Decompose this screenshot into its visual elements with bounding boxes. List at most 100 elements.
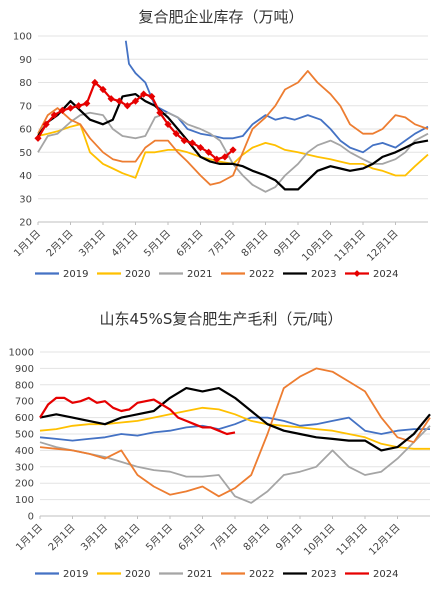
- legend-label: 2023: [311, 269, 336, 280]
- data-point-2024: [156, 109, 164, 117]
- y-tick-label: 100: [13, 32, 32, 43]
- x-tick-label: 6月1日: [176, 522, 208, 554]
- legend-label: 2024: [373, 269, 398, 280]
- legend-label: 2019: [63, 269, 88, 280]
- legend-label: 2021: [187, 269, 212, 280]
- legend-label: 2020: [125, 569, 150, 580]
- legend-label: 2019: [63, 569, 88, 580]
- data-point-2024: [205, 148, 213, 156]
- x-tick-label: 1月1日: [11, 228, 43, 260]
- inventory-chart: 复合肥企业库存（万吨） 20 30 40 50 60 70 80 90 100 1月1日 2月1日 3月…: [11, 8, 429, 280]
- legend-item-2020: 2020: [97, 269, 150, 280]
- data-point-2024: [131, 97, 140, 105]
- series-2019: [39, 416, 430, 442]
- y-tick-label: 20: [19, 218, 32, 229]
- legend-label: 2022: [249, 569, 274, 580]
- x-tick-label: 7月1日: [208, 522, 240, 554]
- x-tick-label: 9月1日: [271, 228, 303, 260]
- series-line-2023: [37, 92, 429, 191]
- y-tick-label: 500: [15, 430, 34, 441]
- legend-label: 2020: [125, 269, 150, 280]
- x-tick-label: 10月1日: [299, 228, 335, 264]
- x-tick-label: 4月1日: [111, 522, 143, 554]
- x-tick-label: 12月1日: [366, 522, 402, 558]
- series-2023: [39, 386, 431, 452]
- data-point-2024: [229, 146, 237, 154]
- x-tick-label: 3月1日: [78, 522, 110, 554]
- series-line-2022: [39, 367, 431, 498]
- series-2024: [39, 396, 236, 436]
- x-tick-label: 11月1日: [334, 522, 370, 558]
- x-tick-label: 6月1日: [174, 228, 206, 260]
- data-point-2024: [99, 85, 107, 94]
- series-line-2019: [39, 416, 430, 442]
- data-point-2024: [83, 99, 91, 108]
- legend-label: 2024: [373, 569, 398, 580]
- data-point-2024: [148, 92, 156, 101]
- series-2022: [37, 70, 429, 186]
- y-tick-label: 90: [19, 55, 32, 66]
- y-tick-label: 700: [15, 397, 34, 408]
- data-point-2024: [75, 102, 83, 110]
- y-tick-label: 800: [15, 380, 34, 391]
- series-2019: [124, 40, 429, 154]
- y-tick-label: 80: [19, 78, 32, 89]
- data-point-2024: [107, 95, 115, 103]
- gross-profit-chart: 山东45%S复合肥生产毛利（元/吨） 0 100 200 300 400 500 600 700…: [9, 310, 431, 580]
- y-tick-label: 30: [19, 194, 32, 205]
- data-point-2024: [123, 102, 131, 110]
- data-point-2024: [66, 104, 75, 112]
- series-line-2020: [39, 406, 430, 450]
- data-point-2024: [58, 106, 66, 114]
- legend-item-2024: 2024: [345, 569, 398, 580]
- x-tick-label: 10月1日: [301, 522, 337, 558]
- x-tick-label: 2月1日: [44, 228, 76, 260]
- y-tick-label: 600: [15, 413, 34, 424]
- data-point-2024: [188, 139, 196, 147]
- series-2021: [39, 425, 431, 504]
- legend-item-2023: 2023: [283, 269, 336, 280]
- x-tick-label: 5月1日: [143, 522, 175, 554]
- data-point-2024: [196, 144, 205, 152]
- series-line-2022: [37, 70, 429, 186]
- y-tick-label: 0: [28, 512, 34, 523]
- y-tick-label: 50: [19, 148, 32, 159]
- legend-item-2020: 2020: [97, 569, 150, 580]
- x-tick-label: 9月1日: [273, 522, 305, 554]
- y-tick-label: 40: [19, 171, 32, 182]
- series-line-2023: [39, 386, 431, 452]
- chart-title: 复合肥企业库存（万吨）: [138, 8, 303, 26]
- legend-item-2024: 2024: [345, 269, 398, 280]
- series-2022: [39, 367, 431, 498]
- x-tick-label: 2月1日: [46, 522, 78, 554]
- x-tick-label: 5月1日: [141, 228, 173, 260]
- data-point-2024: [42, 120, 50, 128]
- x-tick-label: 8月1日: [239, 228, 271, 260]
- legend-label: 2021: [187, 569, 212, 580]
- y-tick-label: 70: [19, 101, 32, 112]
- legend-item-2022: 2022: [221, 569, 274, 580]
- x-tick-label: 12月1日: [364, 228, 400, 264]
- chart-title: 山东45%S复合肥生产毛利（元/吨）: [100, 310, 343, 328]
- legend-item-2021: 2021: [159, 269, 212, 280]
- x-tick-label: 4月1日: [109, 228, 141, 260]
- y-tick-label: 200: [15, 479, 34, 490]
- data-point-2024: [172, 130, 180, 138]
- legend-item-2023: 2023: [283, 569, 336, 580]
- data-point-2024: [91, 78, 99, 87]
- x-tick-label: 7月1日: [206, 228, 238, 260]
- data-point-2024: [115, 97, 123, 105]
- data-point-2024: [140, 90, 148, 98]
- y-tick-label: 60: [19, 125, 32, 136]
- x-tick-label: 1月1日: [13, 522, 45, 554]
- x-tick-label: 8月1日: [241, 522, 273, 554]
- data-point-2024: [164, 120, 172, 128]
- series-2024: [34, 78, 237, 163]
- series-line-2019: [124, 40, 429, 154]
- x-tick-label: 11月1日: [332, 228, 368, 264]
- legend-marker: [353, 270, 361, 277]
- y-tick-label: 100: [15, 495, 34, 506]
- data-point-2024: [34, 134, 42, 142]
- data-point-2024: [180, 137, 188, 145]
